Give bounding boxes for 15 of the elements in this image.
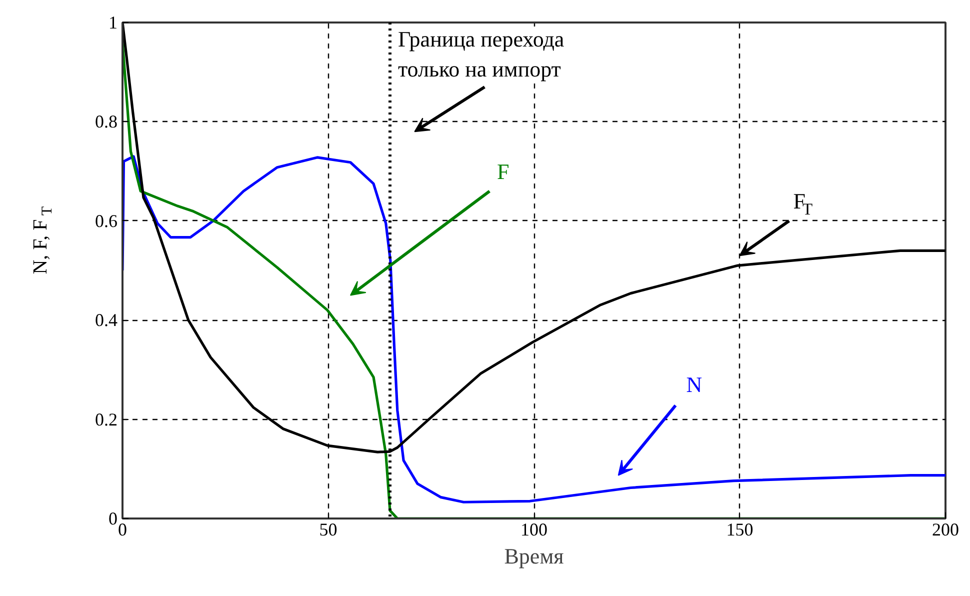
y-tick-label: 0.2 [95, 409, 118, 430]
text: N [686, 372, 702, 398]
line-series [122, 155, 946, 504]
ref-line-label: Граница перехода только на импорт [398, 26, 564, 82]
y-tick-label: 0.8 [95, 112, 118, 132]
y-axis-title: N, F, FT [30, 206, 56, 274]
x-tick-label: 100 [520, 520, 548, 540]
y-tick-label: 0.4 [95, 310, 118, 330]
y-tick-label: 1 [108, 12, 118, 32]
x-tick-label: 200 [932, 520, 959, 540]
text: F [496, 158, 510, 184]
x-tick-label: 150 [726, 520, 754, 540]
x-axis-title: Время [504, 544, 564, 568]
x-tick-label: 50 [319, 520, 338, 540]
y-tick-label: 0.6 [95, 210, 118, 231]
